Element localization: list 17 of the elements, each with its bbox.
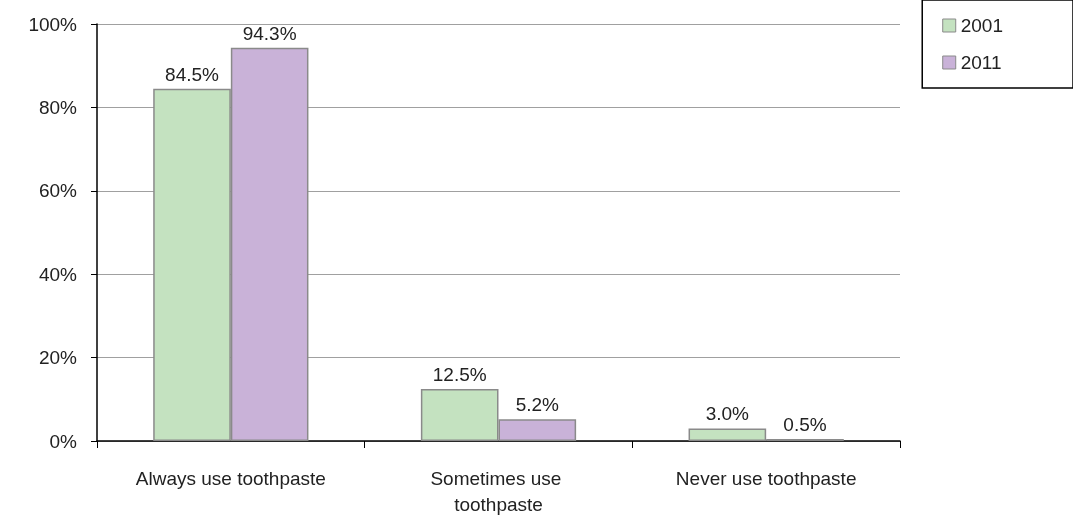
y-tick-label: 40%	[38, 263, 78, 285]
data-label: 3.0%	[705, 403, 750, 425]
data-label: 12.5%	[432, 363, 487, 385]
y-tick-label: 100%	[28, 13, 78, 35]
data-label: 5.2%	[515, 394, 560, 416]
legend-label: 2011	[960, 52, 1002, 73]
x-tick-label: Never use toothpaste	[675, 467, 857, 489]
legend-label: 2001	[960, 15, 1004, 36]
y-tick-label: 60%	[38, 180, 78, 202]
data-label: 84.5%	[165, 63, 220, 85]
x-tick-label: Sometimes use toothpaste	[430, 467, 567, 515]
y-tick-label: 0%	[49, 430, 78, 452]
data-label: 0.5%	[783, 413, 827, 435]
data-label: 94.3%	[242, 22, 297, 44]
y-tick-label: 80%	[38, 96, 78, 118]
x-tick-label: Always use toothpaste	[135, 467, 326, 489]
y-tick-label: 20%	[38, 347, 78, 369]
